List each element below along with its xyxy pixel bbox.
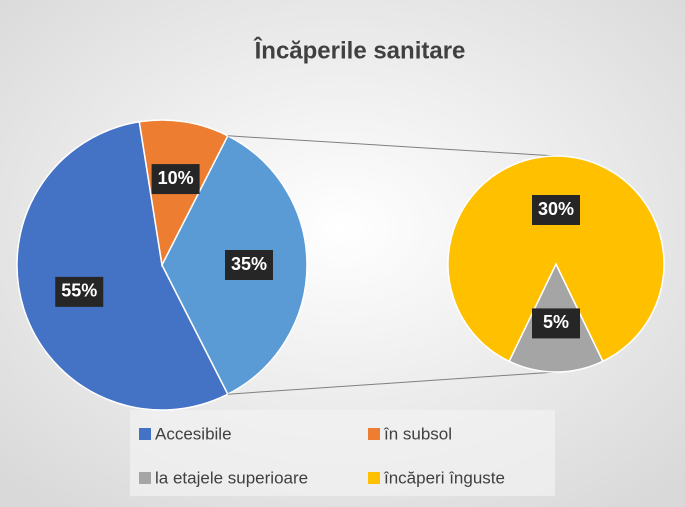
data-label-box [55,276,104,307]
pie-slice [447,155,665,363]
legend-label: Accesibile [155,424,232,443]
data-label: 10% [158,168,194,188]
data-label: 5% [543,312,569,332]
data-label-box [151,164,200,195]
data-label: 55% [61,281,97,301]
chart-title: Încăperile sanitare [254,36,466,64]
legend-swatch [368,472,380,484]
legend-label: încăperi înguste [383,468,505,487]
legend-label: în subsol [383,424,452,443]
legend-swatch [368,428,380,440]
data-label-box [225,250,273,280]
data-label: 35% [231,254,267,274]
legend-swatch [139,472,151,484]
connector-line [227,371,557,395]
data-label: 30% [538,199,574,219]
connector-line [227,135,557,157]
data-label-box [532,195,580,225]
legend-box [130,410,555,496]
legend-label: la etajele superioare [155,468,308,487]
pie-slice [16,120,229,411]
legend-swatch [139,428,151,440]
data-label-box [532,308,580,339]
